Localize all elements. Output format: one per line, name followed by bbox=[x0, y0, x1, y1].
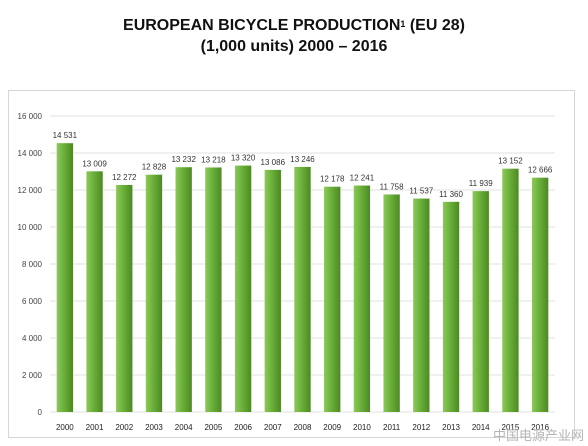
bar-2004 bbox=[175, 167, 192, 412]
data-label: 12 241 bbox=[350, 174, 375, 183]
x-tick-label: 2004 bbox=[175, 423, 193, 432]
bar-2011 bbox=[383, 194, 400, 412]
bar-2006 bbox=[234, 165, 252, 412]
data-label: 12 828 bbox=[142, 163, 167, 172]
y-tick-label: 2 000 bbox=[22, 371, 43, 380]
x-tick-label: 2009 bbox=[323, 423, 341, 432]
watermark-text: 中国电源产业网 bbox=[492, 429, 584, 444]
data-label: 13 218 bbox=[201, 155, 226, 164]
bar-2010 bbox=[353, 185, 371, 412]
x-tick-label: 2015 bbox=[502, 423, 520, 432]
title-footnote-mark: 1 bbox=[400, 19, 406, 29]
x-tick-label: 2003 bbox=[145, 423, 163, 432]
y-tick-label: 4 000 bbox=[22, 334, 43, 343]
bar-2016 bbox=[531, 177, 549, 412]
bar-2000 bbox=[56, 143, 74, 412]
x-tick-label: 2001 bbox=[86, 423, 104, 432]
data-label: 14 531 bbox=[53, 131, 78, 140]
bar-2009 bbox=[324, 186, 341, 412]
bar-2013 bbox=[442, 201, 460, 412]
y-tick-label: 14 000 bbox=[18, 149, 43, 158]
y-tick-label: 8 000 bbox=[22, 260, 43, 269]
y-tick-label: 0 bbox=[38, 408, 43, 417]
x-tick-label: 2007 bbox=[264, 423, 282, 432]
bar-2014 bbox=[472, 191, 489, 412]
x-tick-label: 2012 bbox=[412, 423, 430, 432]
bar-2007 bbox=[264, 169, 281, 412]
x-tick-label: 2016 bbox=[531, 423, 549, 432]
data-label: 12 666 bbox=[528, 166, 553, 175]
chart-title-line-1: EUROPEAN BICYCLE PRODUCTION1 (EU 28) bbox=[123, 17, 465, 34]
y-tick-label: 6 000 bbox=[22, 297, 43, 306]
data-label: 13 086 bbox=[261, 158, 286, 167]
bar-2003 bbox=[145, 174, 163, 412]
bar-2015 bbox=[502, 168, 519, 412]
data-label: 13 232 bbox=[171, 155, 196, 164]
bar-2005 bbox=[205, 167, 222, 412]
x-tick-label: 2005 bbox=[204, 423, 222, 432]
x-tick-label: 2002 bbox=[115, 423, 133, 432]
data-label: 11 537 bbox=[409, 187, 433, 196]
data-label: 13 246 bbox=[290, 155, 315, 164]
x-tick-label: 2014 bbox=[472, 423, 490, 432]
bar-2001 bbox=[86, 171, 103, 412]
data-label: 11 360 bbox=[439, 190, 463, 199]
y-tick-label: 10 000 bbox=[18, 223, 43, 232]
x-tick-label: 2013 bbox=[442, 423, 460, 432]
y-tick-label: 16 000 bbox=[18, 112, 43, 121]
data-label: 13 320 bbox=[231, 154, 256, 163]
bar-2012 bbox=[413, 198, 430, 412]
x-tick-label: 2008 bbox=[294, 423, 312, 432]
chart-frame bbox=[8, 90, 575, 438]
data-label: 11 758 bbox=[380, 182, 404, 191]
x-tick-label: 2011 bbox=[383, 423, 401, 432]
x-tick-label: 2000 bbox=[56, 423, 74, 432]
data-label: 12 178 bbox=[320, 175, 345, 184]
data-label: 11 939 bbox=[469, 179, 493, 188]
y-tick-label: 12 000 bbox=[18, 186, 43, 195]
data-label: 13 009 bbox=[82, 159, 107, 168]
x-tick-label: 2006 bbox=[234, 423, 252, 432]
data-label: 13 152 bbox=[498, 157, 523, 166]
data-label: 12 272 bbox=[112, 173, 137, 182]
bar-2002 bbox=[116, 184, 133, 412]
x-tick-label: 2010 bbox=[353, 423, 371, 432]
chart-title-line-2: (1,000 units) 2000 – 2016 bbox=[200, 38, 388, 55]
bar-2008 bbox=[294, 166, 311, 412]
